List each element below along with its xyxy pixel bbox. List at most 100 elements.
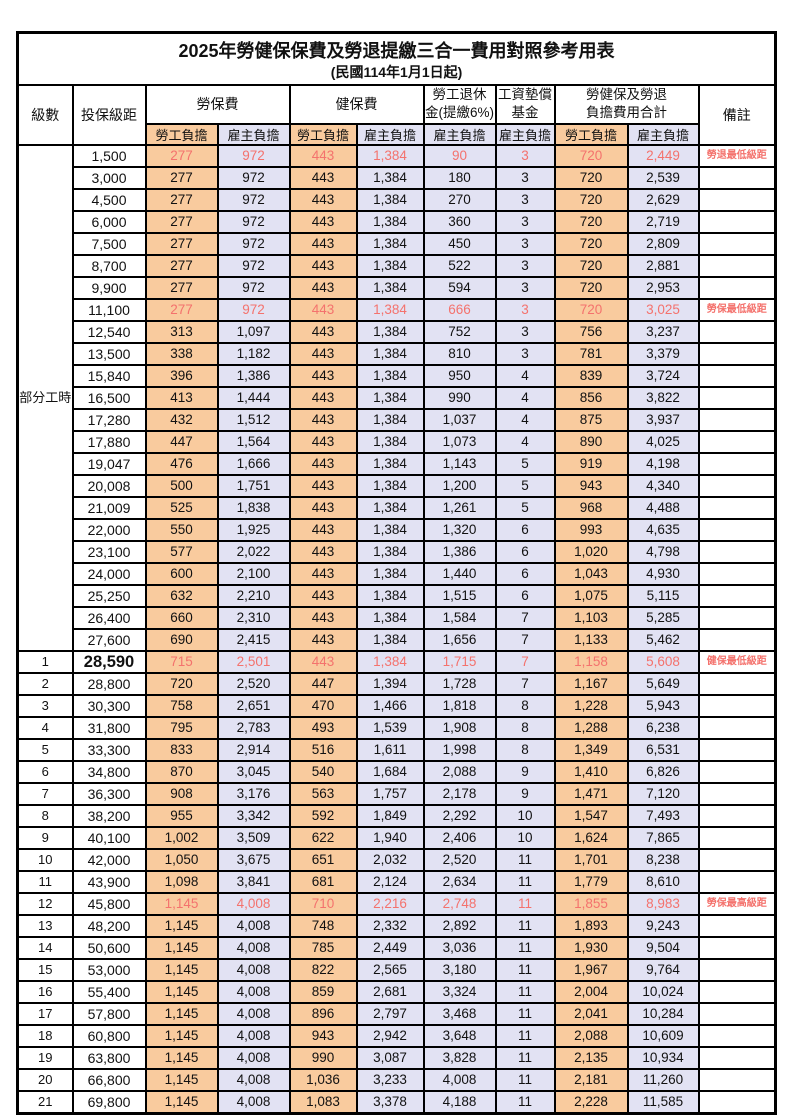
- level-cell: 11: [16, 869, 74, 894]
- cell-pension-employer: 1,818: [422, 693, 497, 718]
- cell-labor-employer: 4,008: [216, 891, 291, 916]
- remark-cell: [697, 253, 777, 278]
- salary-bracket-cell: 15,840: [71, 363, 147, 388]
- cell-labor-employer: 4,008: [216, 1045, 291, 1070]
- cell-health-employer: 2,332: [355, 913, 425, 938]
- cell-labor-employee: 432: [144, 407, 219, 432]
- salary-bracket-cell: 40,100: [71, 825, 147, 850]
- cell-labor-employer: 2,100: [216, 561, 291, 586]
- salary-bracket-cell: 13,500: [71, 341, 147, 366]
- cell-labor-employee: 338: [144, 341, 219, 366]
- salary-bracket-cell: 28,590: [71, 649, 147, 674]
- table-row: 25,250 632 2,210 443 1,384 1,515 6 1,075 5,115: [18, 583, 777, 608]
- cell-total-employer: 4,798: [626, 539, 700, 564]
- cell-total-employee: 720: [553, 187, 629, 212]
- remark-cell: [697, 957, 777, 982]
- cell-pension-employer: 810: [422, 341, 497, 366]
- salary-bracket-cell: 9,900: [71, 275, 147, 300]
- cell-health-employer: 3,378: [355, 1089, 425, 1114]
- remark-cell: 健保最低級距: [697, 649, 777, 674]
- table-row: 8 38,200 955 3,342 592 1,849 2,292 10 1,547 7,493: [16, 803, 777, 828]
- cell-total-employee: 875: [553, 407, 629, 432]
- col-header-wage-fund-line1: 工資墊償: [498, 87, 552, 102]
- cell-labor-employer: 1,097: [216, 319, 291, 344]
- cell-labor-employer: 1,182: [216, 341, 291, 366]
- cell-health-employee: 443: [288, 319, 358, 344]
- cell-total-employee: 1,410: [553, 759, 629, 784]
- cell-health-employer: 1,384: [355, 297, 425, 322]
- title-row: 2025年勞健保保費及勞退提繳三合一費用對照參考用表 (民國114年1月1日起): [16, 31, 777, 86]
- cell-pension-employer: 3,036: [422, 935, 497, 960]
- col-header-pension-line2: 金(提繳6%): [424, 105, 494, 120]
- remark-cell: [697, 825, 777, 850]
- cell-total-employee: 1,855: [553, 891, 629, 916]
- salary-bracket-cell: 43,900: [71, 869, 147, 894]
- cell-labor-employee: 313: [144, 319, 219, 344]
- cell-wage-fund-employer: 11: [494, 891, 556, 916]
- cell-labor-employee: 1,098: [144, 869, 219, 894]
- level-cell: 7: [16, 781, 74, 806]
- cell-total-employer: 11,585: [626, 1089, 700, 1114]
- cell-total-employee: 1,158: [553, 649, 629, 674]
- cell-total-employee: 1,547: [553, 803, 629, 828]
- cell-labor-employer: 1,512: [216, 407, 291, 432]
- level-cell: 17: [16, 1001, 74, 1026]
- cell-labor-employer: 2,914: [216, 737, 291, 762]
- cell-health-employer: 1,384: [355, 495, 425, 520]
- col-header-pension-line1: 勞工退休: [432, 87, 487, 102]
- remark-cell: [697, 275, 777, 300]
- cell-total-employee: 1,779: [553, 869, 629, 894]
- cell-health-employer: 1,384: [355, 583, 425, 608]
- cell-wage-fund-employer: 7: [494, 649, 556, 674]
- cell-health-employer: 1,384: [355, 561, 425, 586]
- cell-wage-fund-employer: 6: [494, 539, 556, 564]
- cell-wage-fund-employer: 9: [494, 781, 556, 806]
- level-cell: 16: [16, 979, 74, 1004]
- cell-total-employer: 7,865: [626, 825, 700, 850]
- col-header-wage-fund: 工資墊償 基金: [494, 83, 556, 125]
- table-row: 部分工時 1,500 277 972 443 1,384 90 3 720 2,449 勞退最低級距: [16, 143, 777, 652]
- cell-wage-fund-employer: 8: [494, 715, 556, 740]
- salary-bracket-cell: 31,800: [71, 715, 147, 740]
- cell-health-employer: 1,384: [355, 319, 425, 344]
- cell-health-employer: 1,384: [355, 209, 425, 234]
- cell-total-employee: 839: [553, 363, 629, 388]
- salary-bracket-cell: 57,800: [71, 1001, 147, 1026]
- cell-health-employee: 563: [288, 781, 358, 806]
- salary-bracket-cell: 38,200: [71, 803, 147, 828]
- cell-health-employer: 1,384: [355, 165, 425, 190]
- cell-health-employee: 443: [288, 385, 358, 410]
- cell-total-employee: 1,020: [553, 539, 629, 564]
- cell-pension-employer: 1,656: [422, 627, 497, 652]
- cell-health-employer: 1,611: [355, 737, 425, 762]
- salary-bracket-cell: 28,800: [71, 671, 147, 696]
- cell-health-employee: 859: [288, 979, 358, 1004]
- cell-pension-employer: 2,634: [422, 869, 497, 894]
- salary-bracket-cell: 25,250: [71, 583, 147, 608]
- cell-labor-employer: 4,008: [216, 957, 291, 982]
- cell-total-employee: 1,893: [553, 913, 629, 938]
- cell-pension-employer: 1,320: [422, 517, 497, 542]
- cell-health-employer: 2,449: [355, 935, 425, 960]
- cell-pension-employer: 180: [422, 165, 497, 190]
- cell-pension-employer: 950: [422, 363, 497, 388]
- cell-total-employee: 1,701: [553, 847, 629, 872]
- cell-total-employer: 5,115: [626, 583, 700, 608]
- table-row: 4,500 277 972 443 1,384 270 3 720 2,629: [18, 187, 777, 212]
- salary-bracket-cell: 23,100: [71, 539, 147, 564]
- cell-health-employee: 990: [288, 1045, 358, 1070]
- cell-labor-employee: 1,145: [144, 957, 219, 982]
- cell-total-employee: 720: [553, 297, 629, 322]
- level-cell: 1: [16, 649, 74, 674]
- cell-health-employer: 1,384: [355, 627, 425, 652]
- table-row: 17,280 432 1,512 443 1,384 1,037 4 875 3,937: [18, 407, 777, 432]
- level-cell: 19: [16, 1045, 74, 1070]
- level-cell: 12: [16, 891, 74, 916]
- cell-total-employer: 9,504: [626, 935, 700, 960]
- cell-health-employer: 1,384: [355, 649, 425, 674]
- cell-labor-employer: 2,651: [216, 693, 291, 718]
- cell-health-employer: 1,384: [355, 253, 425, 278]
- cell-labor-employer: 4,008: [216, 1001, 291, 1026]
- cell-health-employer: 1,384: [355, 341, 425, 366]
- cell-labor-employer: 1,838: [216, 495, 291, 520]
